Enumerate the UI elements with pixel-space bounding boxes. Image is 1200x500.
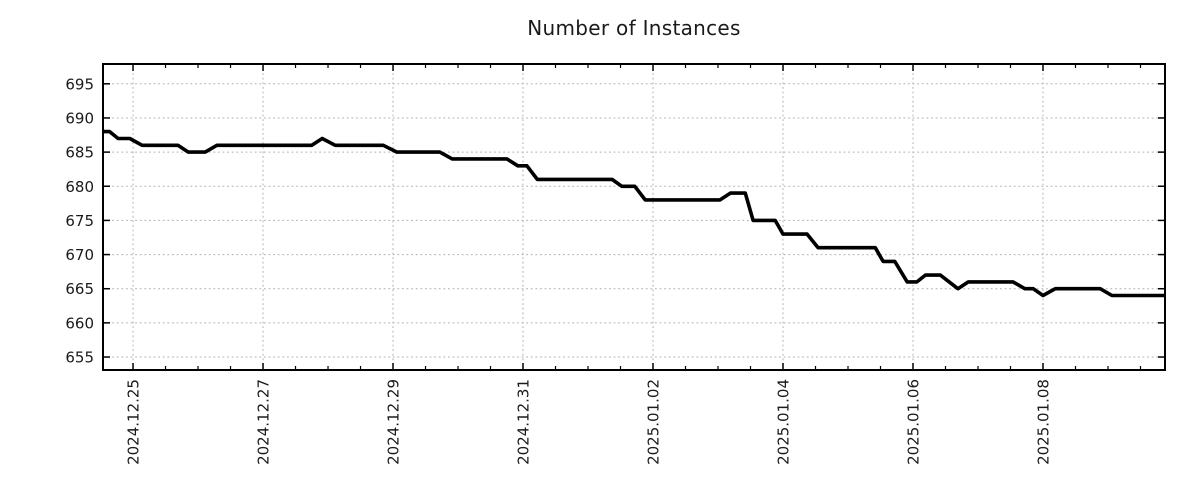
y-tick-label: 670 bbox=[65, 246, 94, 264]
y-tick-label: 695 bbox=[65, 75, 94, 93]
x-tick-label: 2025.01.06 bbox=[905, 379, 923, 465]
y-tick-label: 660 bbox=[65, 314, 94, 332]
y-tick-label: 665 bbox=[65, 280, 94, 298]
x-tick-label: 2025.01.02 bbox=[645, 379, 663, 465]
plot-border bbox=[102, 63, 1166, 371]
chart-title: Number of Instances bbox=[527, 16, 741, 40]
x-tick-label: 2024.12.25 bbox=[125, 379, 143, 465]
x-tick-label: 2024.12.29 bbox=[385, 379, 403, 465]
x-tick-label: 2025.01.08 bbox=[1034, 379, 1052, 465]
data-line bbox=[103, 129, 1166, 298]
x-tick-label: 2025.01.04 bbox=[775, 379, 793, 465]
y-tick-label: 690 bbox=[65, 109, 94, 127]
y-tick-label: 655 bbox=[65, 349, 94, 367]
x-tick-label: 2024.12.31 bbox=[515, 379, 533, 465]
y-tick-label: 680 bbox=[65, 178, 94, 196]
y-tick-label: 685 bbox=[65, 144, 94, 162]
x-tick-label: 2024.12.27 bbox=[255, 379, 273, 465]
y-tick-label: 675 bbox=[65, 212, 94, 230]
